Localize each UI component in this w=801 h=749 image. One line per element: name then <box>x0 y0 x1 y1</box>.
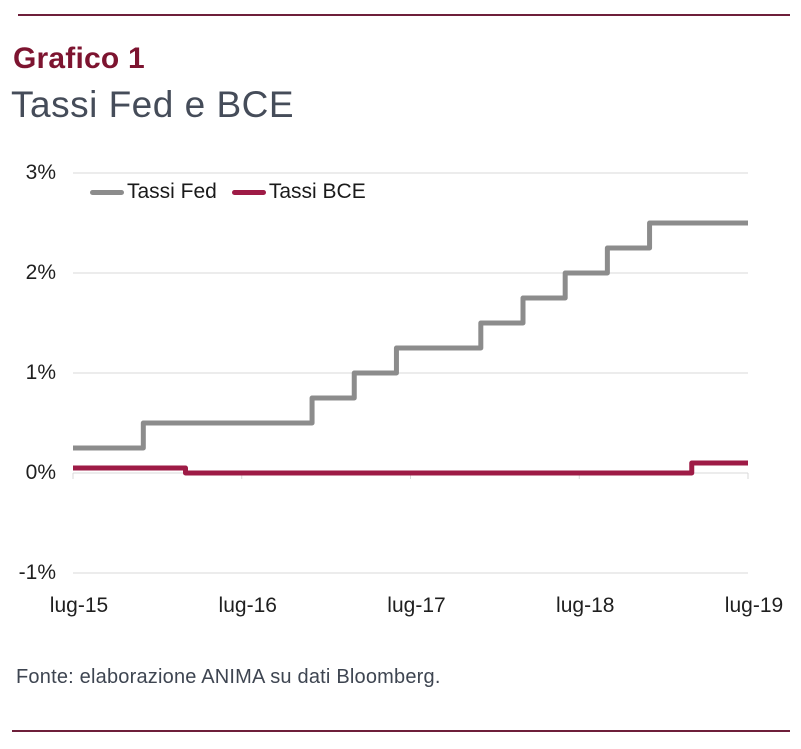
bce-line-swatch <box>231 189 266 195</box>
top-divider <box>18 14 790 16</box>
bottom-divider <box>12 730 790 732</box>
series-line-bce <box>73 460 748 476</box>
x-axis-label: lug-18 <box>556 594 615 617</box>
legend-label-bce: Tassi BCE <box>268 180 366 203</box>
legend-item-bce: Tassi BCE <box>231 180 366 204</box>
y-axis-label: 3% <box>25 161 56 184</box>
chart-kicker: Grafico 1 <box>13 42 145 75</box>
fed-line-swatch <box>90 189 124 195</box>
chart-legend: Tassi Fed Tassi BCE <box>90 180 366 204</box>
legend-label-fed: Tassi Fed <box>127 180 217 203</box>
series-line-fed <box>73 220 748 451</box>
y-axis-label: -1% <box>18 561 56 584</box>
y-axis-label: 0% <box>25 461 56 484</box>
x-axis-label: lug-19 <box>724 594 784 617</box>
legend-item-fed: Tassi Fed <box>90 180 217 204</box>
y-axis-label: 1% <box>25 361 56 384</box>
y-axis-label: 2% <box>25 261 56 284</box>
source-note: Fonte: elaborazione ANIMA su dati Bloomb… <box>16 666 441 688</box>
chart-title: Tassi Fed e BCE <box>11 84 295 125</box>
x-axis-label: lug-16 <box>218 594 277 617</box>
x-axis-label: lug-17 <box>387 594 446 617</box>
x-axis-label: lug-15 <box>49 594 109 617</box>
